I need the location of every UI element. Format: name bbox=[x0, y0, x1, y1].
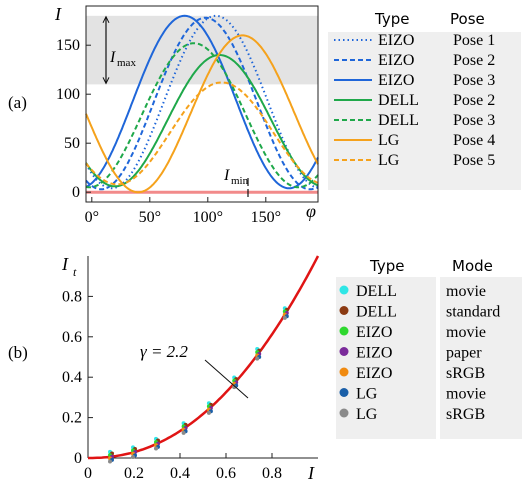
panel-b-ylabel: I bbox=[61, 254, 69, 274]
x-tick-label: 0.6 bbox=[216, 465, 236, 482]
imax-label: I bbox=[109, 49, 116, 66]
y-tick-label: 0.6 bbox=[62, 329, 82, 346]
x-tick-label: 0° bbox=[85, 209, 99, 226]
legend-type-7: LG bbox=[356, 406, 378, 423]
x-tick-label: 50° bbox=[139, 209, 161, 226]
legend-type-3: EIZO bbox=[378, 72, 414, 89]
legend-mode-4: paper bbox=[446, 345, 482, 362]
x-tick-label: 0.4 bbox=[170, 465, 190, 482]
imax-label-sub: max bbox=[117, 57, 136, 69]
series-line-2 bbox=[85, 16, 319, 191]
legend-pose-1: Pose 1 bbox=[453, 32, 495, 49]
data-point bbox=[282, 315, 287, 320]
panel-b-legend-header-type: Type bbox=[369, 257, 404, 275]
panel-a-ylabel: I bbox=[54, 4, 62, 24]
x-tick-label: 0.8 bbox=[262, 465, 282, 482]
gamma-curve bbox=[88, 255, 320, 460]
legend-type-2: DELL bbox=[356, 304, 397, 321]
panel-a-label: (a) bbox=[8, 93, 27, 112]
legend-mode-1: movie bbox=[446, 283, 486, 300]
legend-type-5: DELL bbox=[378, 112, 419, 129]
series-line-6 bbox=[85, 34, 319, 194]
legend-marker-4 bbox=[339, 347, 349, 356]
x-tick-label: 150° bbox=[251, 209, 281, 226]
y-tick-label: 0.4 bbox=[62, 369, 82, 386]
panel-a-legend: Type Pose EIZO Pose 1 EIZO Pose 2 EIZO Pose 3… bbox=[328, 10, 521, 190]
legend-type-6: LG bbox=[378, 132, 400, 149]
panel-b-legend-bg-mode bbox=[440, 277, 522, 439]
legend-mode-7: sRGB bbox=[446, 406, 485, 423]
y-tick-label: 0.8 bbox=[62, 288, 82, 305]
legend-type-4: EIZO bbox=[356, 345, 392, 362]
y-tick-label: 50 bbox=[64, 135, 80, 152]
gamma-label: γ = 2.2 bbox=[140, 342, 188, 361]
data-point bbox=[131, 454, 135, 459]
panel-b-legend-header-mode: Mode bbox=[452, 257, 493, 275]
legend-pose-3: Pose 3 bbox=[453, 72, 495, 89]
legend-pose-2: Pose 2 bbox=[453, 52, 495, 69]
legend-type-1: DELL bbox=[356, 283, 397, 300]
legend-marker-7 bbox=[339, 408, 349, 418]
legend-marker-3 bbox=[339, 326, 349, 336]
legend-type-3: EIZO bbox=[356, 324, 392, 341]
imax-arrowhead-bottom bbox=[102, 77, 110, 85]
data-point bbox=[255, 356, 260, 361]
gamma-leader bbox=[204, 359, 249, 399]
series-line-4 bbox=[85, 54, 319, 188]
legend-mode-2: standard bbox=[446, 304, 500, 321]
panel-a-xlabel: φ bbox=[306, 201, 316, 221]
x-tick-label: 0 bbox=[84, 465, 92, 482]
panel-b-plot-area: 0 0.2 0.4 0.6 0.8 0 0.2 0.4 0.6 0.8 γ = 2.2 bbox=[62, 255, 320, 482]
x-tick-label: 100° bbox=[193, 209, 223, 226]
legend-pose-7: Pose 5 bbox=[453, 152, 495, 169]
y-tick-label: 0 bbox=[72, 184, 80, 201]
panel-a-legend-header-type: Type bbox=[374, 10, 409, 28]
data-point bbox=[154, 446, 158, 451]
legend-pose-5: Pose 3 bbox=[453, 112, 495, 129]
panel-a-axes-frame bbox=[85, 5, 319, 203]
series-line-7 bbox=[85, 81, 319, 186]
legend-marker-2 bbox=[339, 306, 349, 315]
panel-b-legend-bg-type bbox=[336, 277, 436, 439]
panel-b-ylabel-sub: t bbox=[73, 265, 77, 279]
legend-mode-5: sRGB bbox=[446, 365, 485, 382]
legend-mode-6: movie bbox=[446, 386, 486, 403]
panel-b-xlabel: I bbox=[307, 463, 315, 483]
panel-b: (b) I t I 0 0.2 0.4 0.6 0.8 0 0.2 0.4 0.6 0.8 γ = … bbox=[8, 254, 320, 483]
imin-label: I bbox=[223, 167, 230, 184]
legend-marker-6 bbox=[339, 388, 349, 397]
legend-marker-1 bbox=[339, 285, 349, 295]
panel-b-label: (b) bbox=[8, 343, 28, 362]
x-tick-label: 0.2 bbox=[124, 465, 144, 482]
legend-type-2: EIZO bbox=[378, 52, 414, 69]
legend-mode-3: movie bbox=[446, 324, 486, 341]
y-tick-label: 0 bbox=[74, 450, 82, 467]
legend-pose-4: Pose 2 bbox=[453, 92, 495, 109]
legend-type-6: LG bbox=[356, 386, 378, 403]
data-point bbox=[181, 430, 186, 435]
y-tick-label: 150 bbox=[56, 37, 80, 54]
y-tick-label: 100 bbox=[56, 86, 80, 103]
panel-b-legend: Type Mode DELL movie DELL standard EIZO movie… bbox=[336, 257, 522, 439]
imax-arrowhead-top bbox=[102, 15, 110, 24]
legend-type-1: EIZO bbox=[378, 32, 414, 49]
legend-pose-6: Pose 4 bbox=[453, 132, 495, 149]
legend-type-4: DELL bbox=[378, 92, 419, 109]
legend-marker-5 bbox=[339, 367, 349, 377]
panel-a-legend-bg bbox=[328, 32, 521, 190]
series-line-5 bbox=[85, 42, 319, 189]
y-tick-label: 0.2 bbox=[62, 410, 82, 427]
series-line-3 bbox=[85, 14, 319, 190]
data-point bbox=[108, 459, 112, 464]
data-point bbox=[206, 410, 211, 415]
legend-type-7: LG bbox=[378, 152, 400, 169]
legend-type-5: EIZO bbox=[356, 365, 392, 382]
panel-a-legend-header-pose: Pose bbox=[450, 10, 485, 28]
imin-label-sub: min bbox=[231, 175, 249, 187]
